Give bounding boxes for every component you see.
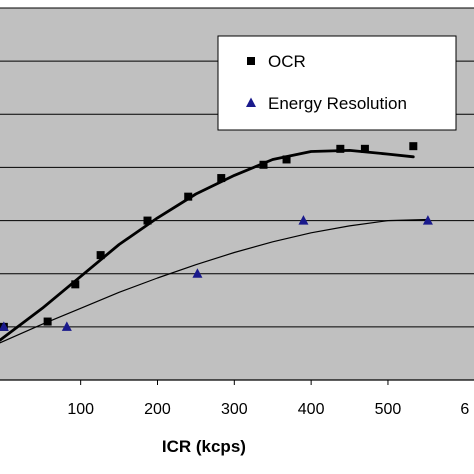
data-point-energy-resolution-0 xyxy=(0,321,9,331)
x-tick-label-5: 6 xyxy=(460,401,469,418)
legend: OCR Energy Resolution xyxy=(217,35,457,131)
legend-label-energy-resolution: Energy Resolution xyxy=(268,94,407,113)
x-tick-label-4: 500 xyxy=(375,401,402,418)
data-point-ocr-8 xyxy=(282,155,291,164)
legend-label-ocr: OCR xyxy=(268,52,306,71)
legend-box xyxy=(217,35,457,131)
data-point-ocr-9 xyxy=(336,144,345,153)
data-point-ocr-3 xyxy=(96,251,105,260)
x-tick-label-0: 100 xyxy=(67,401,94,418)
data-point-ocr-11 xyxy=(409,142,418,151)
data-point-ocr-7 xyxy=(259,160,268,169)
data-point-ocr-5 xyxy=(184,192,193,201)
x-axis-title: ICR (kcps) xyxy=(162,437,246,456)
x-tick-label-3: 400 xyxy=(298,401,325,418)
trend-line-energy-resolution xyxy=(0,218,429,344)
data-point-energy-resolution-3 xyxy=(298,215,309,225)
data-point-ocr-1 xyxy=(43,317,52,326)
data-point-energy-resolution-2 xyxy=(192,268,203,278)
data-point-energy-resolution-4 xyxy=(422,215,433,225)
data-point-ocr-4 xyxy=(143,216,152,225)
x-tick-label-1: 200 xyxy=(144,401,171,418)
legend-marker-ocr xyxy=(247,57,255,65)
data-point-ocr-10 xyxy=(360,144,369,153)
x-tick-label-2: 300 xyxy=(221,401,248,418)
legend-marker-energy-resolution xyxy=(246,97,256,107)
data-point-energy-resolution-1 xyxy=(61,321,72,331)
data-point-ocr-2 xyxy=(71,280,80,289)
data-point-ocr-6 xyxy=(217,174,226,183)
